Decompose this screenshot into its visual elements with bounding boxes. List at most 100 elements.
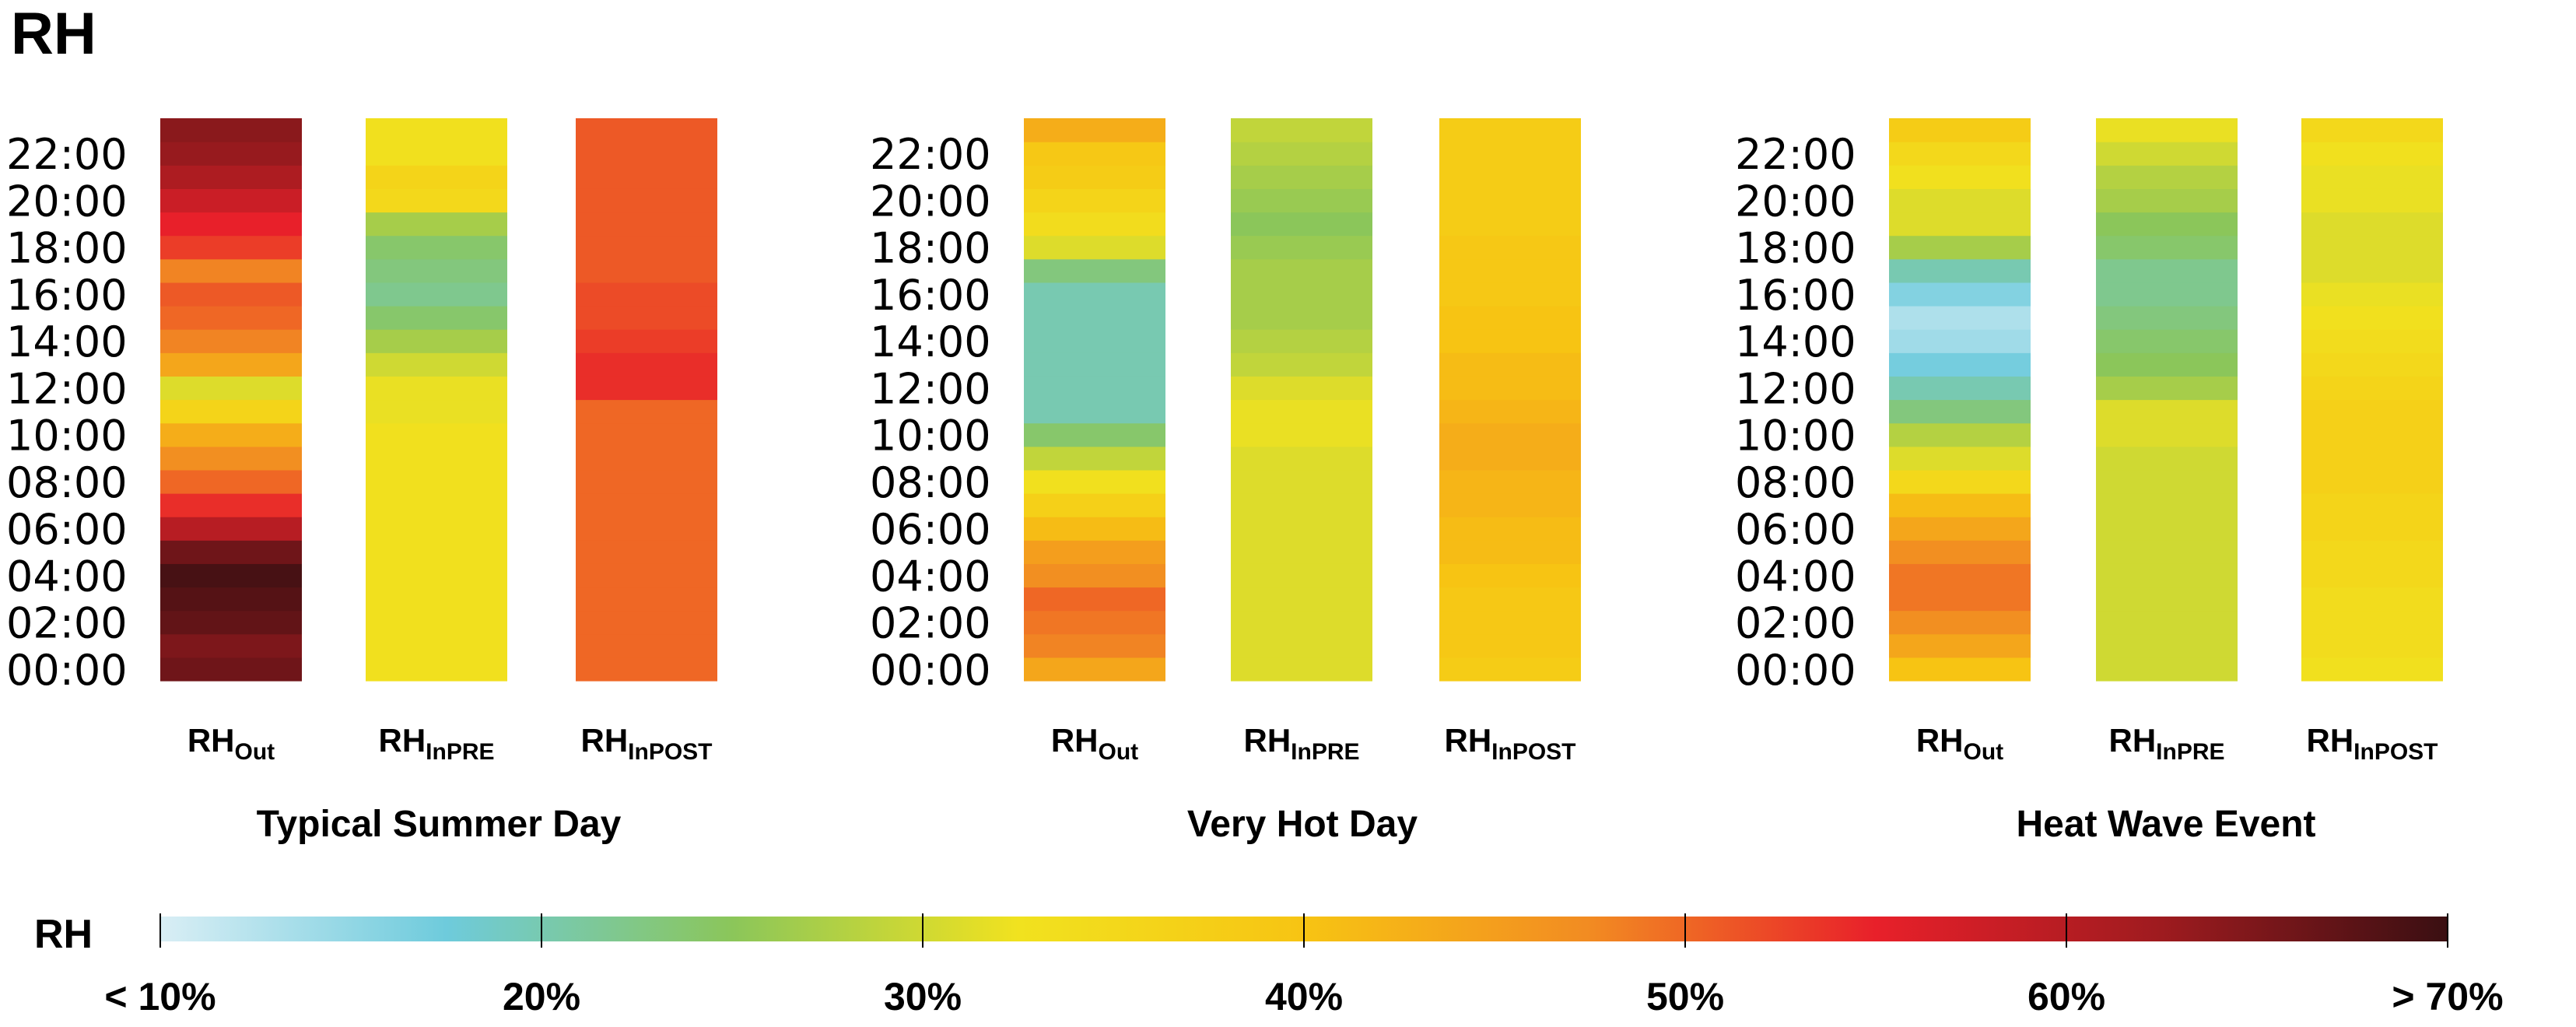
heatmap-cell [1439, 352, 1581, 377]
heatmap-cell [1889, 329, 2031, 353]
heatmap-cell [1889, 376, 2031, 401]
heatmap-cell [1024, 306, 1165, 330]
heatmap-cell [2096, 587, 2238, 612]
heatmap-cell [366, 587, 507, 612]
heatmap-cell [2301, 258, 2443, 283]
heatmap-column [1439, 118, 1581, 682]
heatmap-cell [366, 517, 507, 541]
heatmap-cell [1889, 142, 2031, 166]
column-label: RHOut [188, 722, 275, 765]
heatmap-cell [160, 188, 302, 213]
heatmap-cell [2301, 517, 2443, 541]
y-tick-label: 00:00 [870, 646, 991, 695]
heatmap-cell [576, 282, 717, 307]
heatmap-cell [576, 118, 717, 142]
heatmap-cell [366, 540, 507, 564]
color-scale: RH < 10% 20% 30% 40% 50% 60% > 70% [34, 912, 2504, 1018]
heatmap-cell [160, 165, 302, 189]
heatmap-cell [366, 422, 507, 447]
y-tick-label: 10:00 [6, 412, 128, 461]
heatmap-cell [2096, 352, 2238, 377]
heatmap-cell [2096, 142, 2238, 166]
heatmap-cell [1439, 118, 1581, 142]
heatmap-cell [2301, 306, 2443, 330]
heatmap-cell [366, 610, 507, 635]
heatmap-cell [1439, 306, 1581, 330]
heatmap-cell [576, 422, 717, 447]
heatmap-cell [160, 540, 302, 564]
heatmap-cell [1024, 633, 1165, 658]
heatmap-cell [1439, 517, 1581, 541]
heatmap-cell [1231, 657, 1372, 682]
heatmap-cell [2096, 329, 2238, 353]
heatmap-cell [2096, 657, 2238, 682]
heatmap-cell [366, 633, 507, 658]
y-tick-label: 20:00 [6, 177, 128, 226]
heatmap-cell [1231, 446, 1372, 471]
heatmap-cell [1231, 235, 1372, 260]
heatmap-cell [366, 657, 507, 682]
y-tick-label: 08:00 [870, 458, 991, 507]
y-tick-label: 22:00 [1735, 130, 1856, 179]
heatmap-column [1231, 118, 1372, 682]
heatmap-cell [366, 469, 507, 494]
heatmap-cell [1231, 469, 1372, 494]
heatmap-cell [2096, 610, 2238, 635]
heatmap-cell [1439, 493, 1581, 517]
heatmap-cell [576, 306, 717, 330]
heatmap-column [1024, 118, 1165, 682]
heatmap-cell [1439, 633, 1581, 658]
heatmap-cell [1439, 469, 1581, 494]
heatmap-cell [1889, 657, 2031, 682]
heatmap-cell [1231, 517, 1372, 541]
y-tick-label: 14:00 [870, 317, 991, 366]
heatmap-cell [366, 235, 507, 260]
y-tick-label: 06:00 [6, 505, 128, 554]
heatmap-cell [576, 657, 717, 682]
heatmap-cell [160, 610, 302, 635]
column-label: RHInPRE [1243, 722, 1359, 765]
heatmap-cell [2301, 657, 2443, 682]
heatmap-cell [1889, 399, 2031, 424]
scale-title: RH [34, 912, 93, 957]
heatmap-cell [160, 352, 302, 377]
heatmap-cell [1439, 563, 1581, 588]
heatmap-cell [160, 306, 302, 330]
heatmap-cell [1024, 657, 1165, 682]
heatmap-cell [576, 563, 717, 588]
heatmap-cell [1024, 587, 1165, 612]
heatmap-cell [2301, 352, 2443, 377]
heatmap-cell [1231, 282, 1372, 307]
heatmap-cell [366, 399, 507, 424]
heatmap-cell [2096, 469, 2238, 494]
heatmap-cell [160, 329, 302, 353]
heatmap-cell [160, 657, 302, 682]
heatmap-cell [576, 469, 717, 494]
column-label: RHInPRE [378, 722, 494, 765]
heatmap-cell [1889, 352, 2031, 377]
column-label: RHOut [1916, 722, 2003, 765]
heatmap-cell [2096, 235, 2238, 260]
heatmap-cell [2096, 306, 2238, 330]
panel-1: 22:0020:0018:0016:0014:0012:0010:0008:00… [6, 118, 717, 845]
heatmap-cell [1889, 469, 2031, 494]
heatmap-cell [2096, 633, 2238, 658]
y-tick-label: 08:00 [6, 458, 128, 507]
heatmap-cell [366, 493, 507, 517]
page-title: RH [11, 1, 96, 67]
heatmap-cell [1889, 118, 2031, 142]
heatmap-cell [366, 282, 507, 307]
heatmap-cell [1024, 446, 1165, 471]
y-tick-label: 04:00 [1735, 552, 1856, 601]
heatmap-cell [1889, 633, 2031, 658]
heatmap-cell [576, 540, 717, 564]
heatmap-cell [1889, 493, 2031, 517]
heatmap-cell [2096, 282, 2238, 307]
heatmap-cell [1231, 212, 1372, 237]
heatmap-cell [1231, 493, 1372, 517]
heatmap-column [2096, 118, 2238, 682]
y-tick-label: 04:00 [870, 552, 991, 601]
heatmap-cell [160, 422, 302, 447]
heatmap-cell [576, 587, 717, 612]
heatmap-cell [1889, 212, 2031, 237]
